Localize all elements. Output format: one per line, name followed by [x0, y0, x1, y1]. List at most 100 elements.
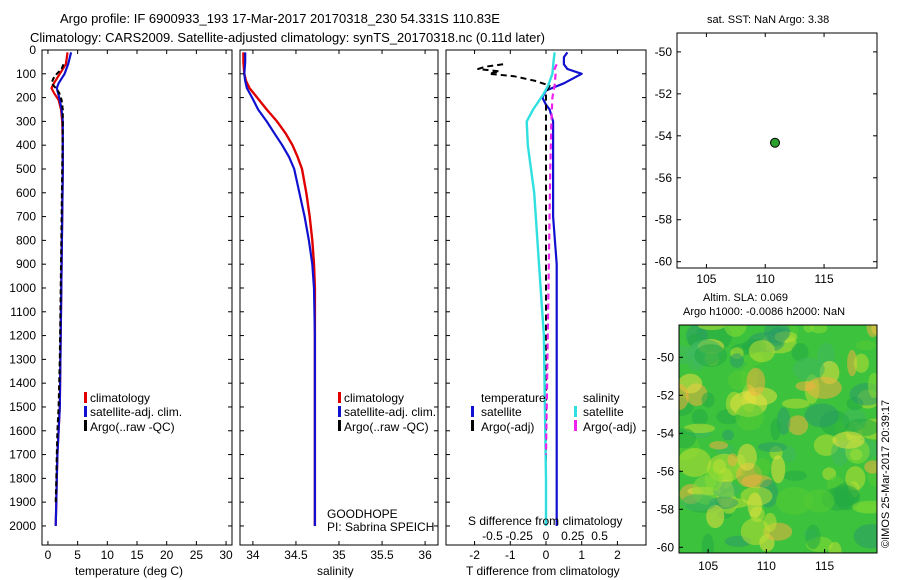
- depth-tick-label: 600: [16, 186, 36, 200]
- x-tick-label: -2: [469, 548, 480, 562]
- depth-tick-label: 1000: [9, 281, 36, 295]
- longitude-axis: 105 110 115: [696, 33, 834, 286]
- depth-tick-label: 1700: [9, 448, 36, 462]
- depth-tick-label: 1100: [10, 305, 36, 319]
- heatmap-blob: [712, 458, 727, 474]
- pi-label: PI: Sabrina SPEICH: [327, 520, 434, 534]
- heatmap-blob: [783, 470, 807, 481]
- y-tick-label: -60: [657, 540, 675, 554]
- heatmap-blob: [792, 357, 825, 382]
- heatmap-blob: [866, 325, 877, 338]
- heatmap-blob: [867, 372, 877, 398]
- series-line-climatology: [50, 52, 69, 527]
- difference-legend: temperature salinity satellite Argo(-adj…: [471, 391, 636, 434]
- heatmap-blob: [691, 409, 708, 426]
- series-line-argo-raw-qc-: [50, 63, 65, 503]
- heatmap-blob: [729, 353, 744, 368]
- heatmap-blob: [727, 370, 753, 391]
- heatmap-blob: [701, 392, 715, 408]
- heatmap-blob: [770, 418, 781, 441]
- heatmap-blob: [832, 431, 865, 449]
- heatmap-blob: [697, 325, 726, 331]
- sla-map-frame: [678, 324, 878, 554]
- x-tick-label: 0: [543, 548, 550, 562]
- x-tick-label: 10: [101, 548, 115, 562]
- altimetry-panel: Altim. SLA: 0.069 Argo h1000: -0.0086 h2…: [657, 292, 892, 573]
- heatmap-blob: [782, 398, 810, 409]
- heatmap-blob: [805, 524, 821, 550]
- s-tick-label: 0: [543, 529, 550, 543]
- s-tick-label: 0.5: [591, 529, 608, 543]
- x-tick-label: 105: [698, 559, 718, 573]
- heatmap-blob: [701, 533, 714, 553]
- heatmap-blob: [679, 345, 692, 365]
- legend-swatch-argo: [338, 420, 341, 431]
- legend-label-satellite: satellite-adj. clim.: [90, 405, 182, 419]
- x-tick-label: 1: [578, 548, 585, 562]
- x-tick-label: 115: [815, 559, 834, 573]
- heatmap-blob: [787, 415, 809, 436]
- heatmap-blob: [803, 325, 814, 333]
- heatmap-blob: [679, 428, 696, 449]
- depth-tick-label: 0: [29, 43, 36, 57]
- heatmap-blob: [709, 441, 729, 450]
- temperature-legend: climatology satellite-adj. clim. Argo(..…: [84, 391, 182, 434]
- depth-tick-label: 100: [16, 67, 36, 81]
- legend-label-s-argo: Argo(-adj): [583, 420, 636, 434]
- heatmap-blob: [679, 447, 712, 477]
- legend-label-climatology: climatology: [90, 391, 150, 405]
- heatmap-blob: [852, 500, 877, 514]
- temperature-panel: 0100200300400500600700800900100011001200…: [9, 43, 233, 578]
- depth-tick-label: 1900: [9, 495, 36, 509]
- heatmap-blob: [723, 325, 747, 337]
- x-tick-label: 36: [418, 548, 432, 562]
- sst-title: sat. SST: NaN Argo: 3.38: [707, 14, 829, 26]
- depth-tick-label: 400: [16, 138, 36, 152]
- heatmap-blob: [746, 367, 766, 397]
- salinity-axis-label: salinity: [317, 564, 354, 578]
- x-tick-label: 15: [130, 548, 144, 562]
- heatmap-blob: [737, 443, 757, 471]
- heatmap-blob: [803, 489, 835, 513]
- heatmap-blob: [775, 486, 813, 515]
- legend-label-t-argo: Argo(-adj): [481, 420, 534, 434]
- heatmap-blob: [855, 340, 876, 351]
- y-tick-label: -58: [657, 502, 675, 516]
- depth-tick-label: 800: [16, 233, 36, 247]
- temperature-plot-frame: [41, 49, 233, 546]
- heatmap-blob: [727, 453, 738, 467]
- depth-tick-label: 900: [16, 257, 36, 271]
- x-tick-label: 34: [246, 548, 260, 562]
- legend-label-satellite: satellite-adj. clim.: [344, 405, 436, 419]
- heatmap-blob: [679, 383, 689, 411]
- location-map-frame: [676, 32, 878, 269]
- x-tick-label: -1: [505, 548, 516, 562]
- legend-swatch-t-satellite: [471, 406, 474, 417]
- depth-tick-label: 1400: [9, 376, 36, 390]
- s-tick-label: 0.25: [561, 529, 585, 543]
- legend-swatch-s-satellite: [574, 406, 577, 417]
- s-difference-axis-label: S difference from climatology: [468, 514, 623, 528]
- sla-subtitle: Argo h1000: -0.0086 h2000: NaN: [683, 306, 845, 318]
- x-tick-label: 0: [45, 548, 52, 562]
- heatmap-blob: [804, 403, 840, 428]
- heatmap-blob: [853, 353, 869, 373]
- heatmap-blob: [810, 325, 828, 334]
- y-tick-label: -50: [655, 45, 673, 59]
- x-tick-label: 35.5: [370, 548, 394, 562]
- y-tick-label: -54: [657, 426, 675, 440]
- t-difference-x-axis: -2 -1 0 1 2: [446, 49, 646, 562]
- heatmap-blob: [754, 458, 772, 476]
- depth-tick-label: 1200: [9, 329, 36, 343]
- y-tick-label: -58: [655, 213, 673, 227]
- heatmap-blob: [847, 349, 858, 377]
- heatmap-blob: [735, 403, 764, 431]
- x-tick-label: 35: [332, 548, 346, 562]
- temperature-x-axis: 0 5 10 15 20 25 30: [42, 49, 233, 562]
- legend-label-climatology: climatology: [344, 391, 404, 405]
- depth-tick-label: 1600: [9, 424, 36, 438]
- series-line-salinity-argo-adj-: [544, 63, 558, 455]
- sla-title: Altim. SLA: 0.069: [703, 292, 788, 304]
- legend-swatch-climatology: [338, 392, 341, 403]
- s-tick-label: -0.25: [506, 529, 534, 543]
